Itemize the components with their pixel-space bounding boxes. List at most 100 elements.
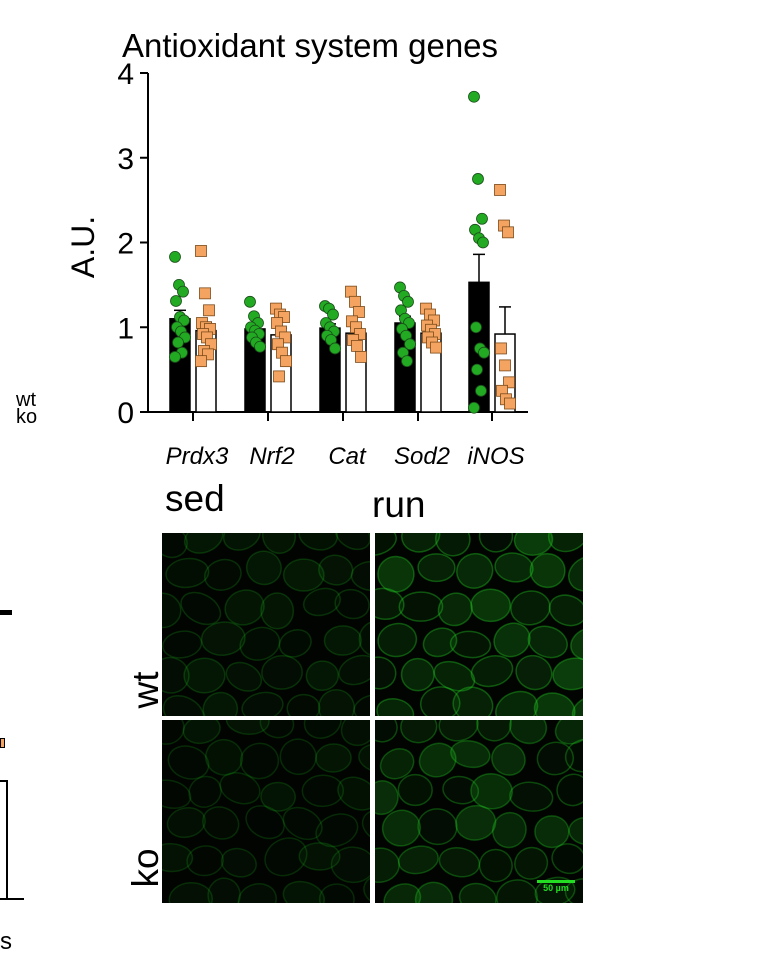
data-point-ko <box>502 226 514 239</box>
muscle-fiber <box>318 689 356 716</box>
muscle-fiber <box>202 691 239 716</box>
data-point-wt <box>477 236 489 249</box>
muscle-fiber <box>527 625 568 659</box>
muscle-fiber <box>375 847 400 884</box>
muscle-fiber <box>564 738 583 773</box>
muscle-fiber-texture <box>162 720 370 903</box>
muscle-fiber <box>225 661 263 692</box>
muscle-fiber <box>375 533 397 557</box>
muscle-fiber <box>282 806 323 841</box>
muscle-fiber <box>433 660 476 692</box>
muscle-fiber <box>397 845 439 875</box>
muscle-fiber <box>454 804 497 841</box>
muscle-fiber <box>162 656 190 694</box>
muscle-fiber <box>350 560 370 592</box>
muscle-fiber <box>509 720 548 745</box>
muscle-fiber <box>340 720 370 747</box>
muscle-fiber <box>180 591 222 626</box>
muscle-fiber <box>417 553 456 583</box>
muscle-fiber <box>510 590 551 626</box>
data-point-wt <box>170 295 182 307</box>
data-point-ko <box>195 355 207 368</box>
muscle-fiber <box>318 554 354 586</box>
data-point-ko <box>203 304 215 317</box>
data-point-ko <box>278 311 290 323</box>
muscle-fiber <box>334 588 370 620</box>
muscle-fiber <box>376 698 415 716</box>
muscle-fiber <box>245 550 282 586</box>
muscle-fiber <box>478 533 514 553</box>
y-tick-label: 2 <box>117 228 134 261</box>
muscle-fiber <box>286 693 321 716</box>
muscle-fiber <box>162 694 205 716</box>
data-point-wt <box>470 321 482 334</box>
data-point-ko <box>280 355 292 368</box>
muscle-fiber <box>305 660 340 692</box>
data-point-wt <box>172 336 184 349</box>
micrograph-ko-run: 50 µm <box>375 720 583 903</box>
data-point-wt <box>468 401 480 414</box>
muscle-fiber <box>239 626 281 661</box>
muscle-fiber <box>458 882 497 903</box>
muscle-fiber <box>239 742 280 780</box>
y-tick-label: 1 <box>117 312 134 345</box>
muscle-fiber <box>515 654 553 691</box>
data-point-wt <box>404 338 416 351</box>
muscle-fiber <box>162 842 194 873</box>
muscle-fiber <box>548 594 583 627</box>
muscle-fiber <box>298 842 341 871</box>
muscle-fiber <box>259 720 295 739</box>
col-label-run: run <box>372 484 426 525</box>
muscle-fiber <box>315 813 359 848</box>
muscle-fiber <box>162 779 192 810</box>
muscle-fiber <box>166 807 206 839</box>
muscle-fiber <box>282 558 325 592</box>
edge-axis-line <box>0 898 24 900</box>
y-tick-label: 3 <box>117 143 134 176</box>
muscle-fiber <box>261 654 303 690</box>
muscle-fiber <box>167 745 210 780</box>
muscle-fiber <box>377 555 415 593</box>
muscle-fiber <box>377 622 418 658</box>
muscle-fiber <box>552 657 583 691</box>
col-label-sed: sed <box>165 478 225 519</box>
data-point-wt <box>327 308 339 321</box>
muscle-fiber <box>450 740 491 769</box>
legend-label-ko: ko <box>16 406 37 428</box>
scale-bar-label: 50 µm <box>543 883 569 893</box>
muscle-fiber <box>183 533 224 554</box>
muscle-fiber <box>204 738 244 776</box>
data-point-ko <box>349 295 361 308</box>
muscle-fiber <box>379 748 415 780</box>
muscle-fiber <box>168 881 214 903</box>
x-tick-label: Prdx3 <box>166 443 229 470</box>
data-point-wt <box>401 355 413 368</box>
data-point-wt <box>402 295 414 308</box>
muscle-fiber <box>509 781 554 812</box>
muscle-fiber <box>237 883 277 903</box>
data-point-wt <box>169 351 181 363</box>
muscle-fiber <box>570 626 583 661</box>
muscle-fiber <box>162 592 182 629</box>
muscle-fiber <box>422 627 458 658</box>
muscle-fiber <box>224 589 265 626</box>
muscle-fiber <box>222 533 262 551</box>
muscle-fiber <box>202 806 240 840</box>
muscle-fiber <box>397 773 433 807</box>
data-point-ko <box>202 348 214 361</box>
muscle-fiber <box>536 741 575 776</box>
muscle-fiber <box>456 552 494 589</box>
data-point-wt <box>329 342 341 355</box>
muscle-fiber <box>452 686 494 716</box>
muscle-fiber <box>330 846 370 884</box>
muscle-fiber <box>400 720 438 744</box>
muscle-fiber <box>353 693 370 716</box>
muscle-fiber <box>279 738 317 776</box>
muscle-fiber <box>438 846 481 878</box>
muscle-fiber <box>470 588 512 623</box>
muscle-fiber <box>494 552 534 583</box>
muscle-fiber <box>241 691 284 716</box>
x-tick-label: Cat <box>328 443 367 470</box>
muscle-fiber <box>493 622 531 658</box>
muscle-fiber <box>363 875 370 903</box>
